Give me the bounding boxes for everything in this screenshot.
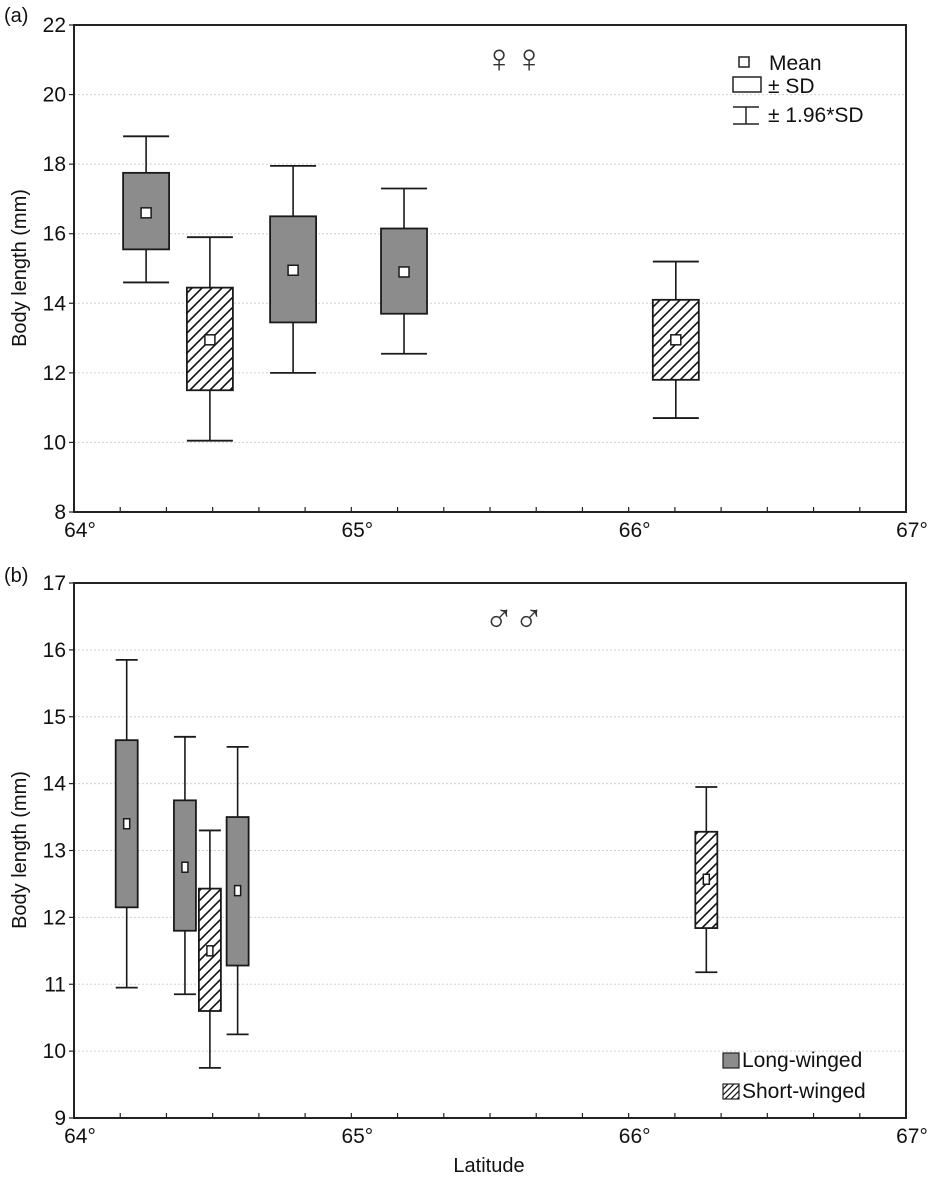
x-tick-label: 64° xyxy=(64,1125,96,1148)
plot-frame-a xyxy=(73,24,907,513)
female-symbol-annotation: ♀♀ xyxy=(484,37,544,81)
boxes-b xyxy=(114,659,719,1069)
legend-long-winged-label: Long-winged xyxy=(742,1049,862,1072)
mean-marker xyxy=(181,861,189,873)
box-long-winged xyxy=(122,135,171,284)
legend-whisker-icon xyxy=(733,106,759,125)
y-tick-label: 10 xyxy=(43,1040,66,1063)
x-tick-label: 67° xyxy=(896,519,928,542)
box-long-winged xyxy=(114,659,139,989)
mean-marker xyxy=(204,334,216,346)
box-short-winged xyxy=(197,829,222,1069)
panel-label-a: (a) xyxy=(4,5,28,27)
panel-label-b: (b) xyxy=(4,565,28,587)
grid-lines-b xyxy=(74,649,906,1052)
y-tick-label: 12 xyxy=(43,362,66,385)
box-short-winged xyxy=(694,786,719,974)
y-tick-label: 14 xyxy=(43,292,67,315)
box-long-winged xyxy=(380,187,428,355)
mean-marker xyxy=(233,884,242,897)
box-long-winged xyxy=(269,164,317,374)
legend-sd-box-icon xyxy=(732,76,762,93)
y-axis-a: 8 10 12 14 16 18 20 22 xyxy=(43,14,74,524)
y-tick-label: 10 xyxy=(43,431,66,454)
y-axis-title-b: Body length (mm) xyxy=(9,771,31,929)
y-tick-label: 9 xyxy=(54,1107,66,1130)
y-tick-label: 22 xyxy=(43,14,66,37)
y-tick-label: 11 xyxy=(44,973,66,996)
x-tick-label: 64° xyxy=(64,519,96,542)
legend-long-winged-swatch xyxy=(722,1052,740,1069)
x-axis-a: 64° 65° 66° 67° xyxy=(64,507,928,542)
legend-sd-label: ± SD xyxy=(768,75,815,98)
y-tick-label: 8 xyxy=(54,501,66,524)
y-tick-label: 20 xyxy=(43,84,66,107)
y-axis-title-a: Body length (mm) xyxy=(9,189,31,347)
y-tick-label: 16 xyxy=(43,223,66,246)
x-tick-label: 65° xyxy=(341,519,373,542)
panel-a-females: (a) 8 10 12 14 16 18 20 22 64° 65° 66° 67° Body le… xyxy=(4,5,928,542)
mean-marker xyxy=(398,266,410,278)
panel-b-males: (b) 9 10 11 12 13 14 15 16 17 64° 65° 66° 67° Body … xyxy=(4,565,928,1177)
x-axis-title-b: Latitude xyxy=(453,1155,524,1177)
legend-mean-label: Mean xyxy=(769,52,822,75)
mean-marker xyxy=(140,207,152,219)
mean-marker xyxy=(206,945,214,957)
legend-b: Long-winged Short-winged xyxy=(722,1049,866,1103)
y-tick-label: 13 xyxy=(43,840,66,863)
grid-lines-a xyxy=(74,94,906,443)
box-short-winged xyxy=(185,236,234,442)
x-tick-label: 66° xyxy=(619,1125,651,1148)
y-axis-b: 9 10 11 12 13 14 15 16 17 xyxy=(43,572,74,1130)
mean-marker xyxy=(122,818,131,830)
x-tick-label: 66° xyxy=(619,519,651,542)
male-symbol-annotation: ♂♂ xyxy=(484,597,544,641)
legend-short-winged-swatch xyxy=(722,1083,740,1100)
mean-marker xyxy=(702,873,711,886)
box-long-winged xyxy=(225,745,250,1036)
y-tick-label: 15 xyxy=(43,706,66,729)
box-short-winged xyxy=(651,260,700,419)
legend-whisker-label: ± 1.96*SD xyxy=(768,104,864,127)
y-tick-label: 17 xyxy=(43,572,66,595)
y-tick-label: 18 xyxy=(43,153,66,176)
y-tick-label: 14 xyxy=(43,773,67,796)
boxes-a xyxy=(122,135,700,442)
box-long-winged xyxy=(173,735,197,996)
y-tick-label: 16 xyxy=(43,639,66,662)
x-axis-b: 64° 65° 66° 67° xyxy=(64,1113,928,1148)
legend-mean-icon xyxy=(738,56,750,68)
x-tick-label: 67° xyxy=(896,1125,928,1148)
y-tick-label: 12 xyxy=(43,906,66,929)
legend-short-winged-label: Short-winged xyxy=(742,1080,866,1103)
legend-a: Mean ± SD ± 1.96*SD xyxy=(732,52,864,127)
x-tick-label: 65° xyxy=(341,1125,373,1148)
mean-marker xyxy=(287,264,299,276)
mean-marker xyxy=(670,334,682,346)
